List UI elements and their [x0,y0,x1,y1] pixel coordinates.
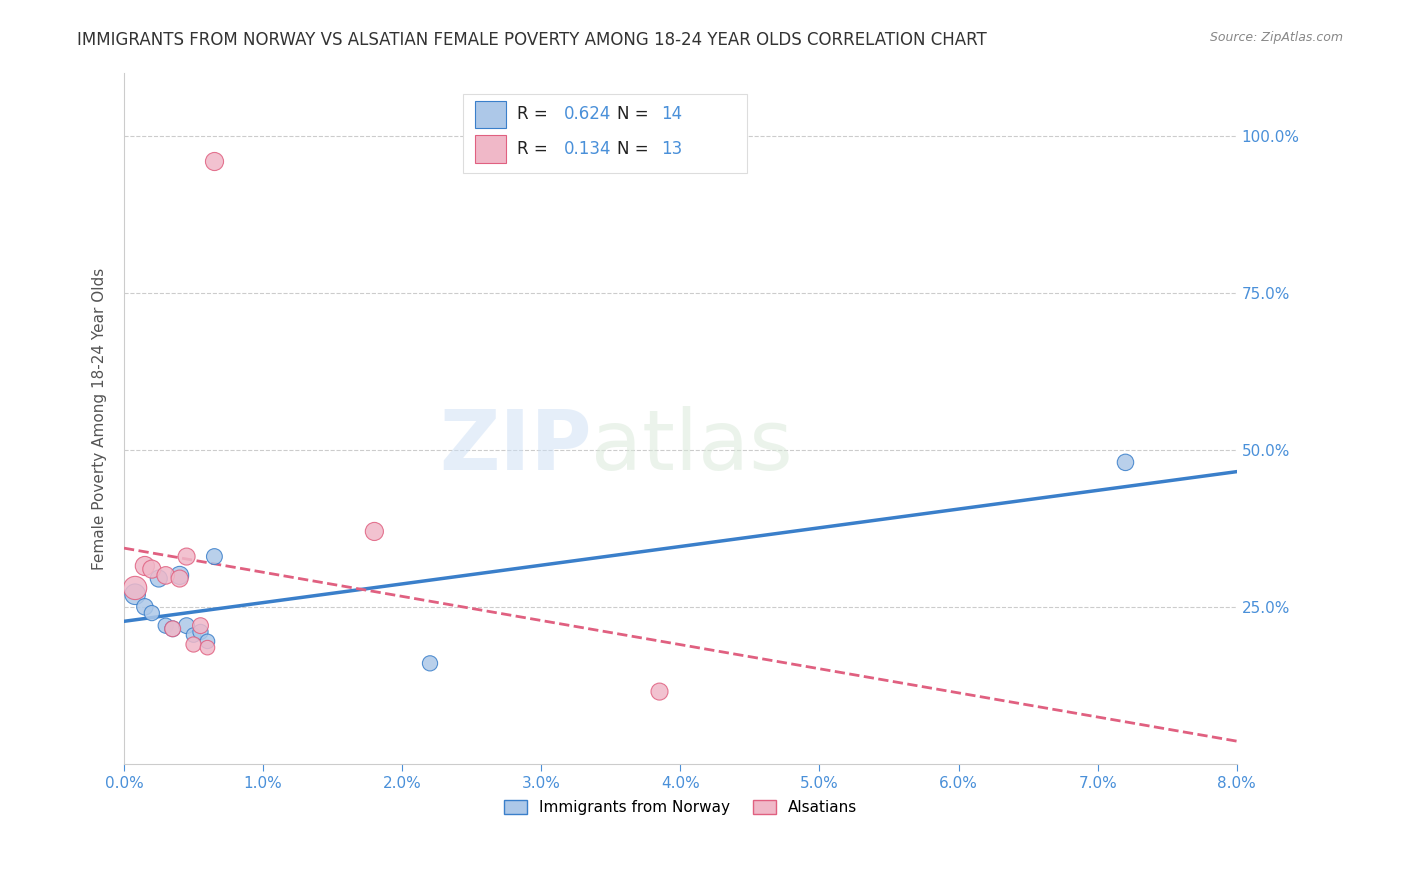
Point [363,524,385,539]
Text: ZIP: ZIP [439,406,592,486]
Point [190,624,212,639]
Point [134,599,156,614]
Point [162,622,184,636]
Point [197,640,219,655]
Y-axis label: Female Poverty Among 18-24 Year Olds: Female Poverty Among 18-24 Year Olds [93,268,107,569]
Point [169,572,191,586]
Point [190,618,212,632]
Point [162,622,184,636]
Point [1114,455,1136,469]
Text: Source: ZipAtlas.com: Source: ZipAtlas.com [1209,31,1343,45]
Point [124,581,146,595]
Point [124,587,146,601]
Point [202,153,225,168]
Text: 0.624: 0.624 [564,105,612,123]
Point [148,572,170,586]
Point [141,606,163,620]
Point [202,549,225,564]
Point [197,634,219,648]
Point [169,568,191,582]
Text: N =: N = [617,105,654,123]
FancyBboxPatch shape [464,94,747,173]
Bar [474,101,506,128]
Text: 14: 14 [661,105,682,123]
Text: atlas: atlas [592,406,793,486]
Point [176,549,198,564]
Point [648,684,671,698]
Bar [474,136,506,162]
Point [183,628,205,642]
Point [155,568,177,582]
Point [419,657,441,671]
Text: R =: R = [517,105,553,123]
Point [134,559,156,574]
Legend: Immigrants from Norway, Alsatians: Immigrants from Norway, Alsatians [503,800,858,815]
Text: IMMIGRANTS FROM NORWAY VS ALSATIAN FEMALE POVERTY AMONG 18-24 YEAR OLDS CORRELAT: IMMIGRANTS FROM NORWAY VS ALSATIAN FEMAL… [77,31,987,49]
Point [183,638,205,652]
Text: R =: R = [517,140,553,158]
Text: 0.134: 0.134 [564,140,612,158]
Point [155,618,177,632]
Text: 13: 13 [661,140,683,158]
Text: N =: N = [617,140,654,158]
Point [141,562,163,576]
Point [176,618,198,632]
